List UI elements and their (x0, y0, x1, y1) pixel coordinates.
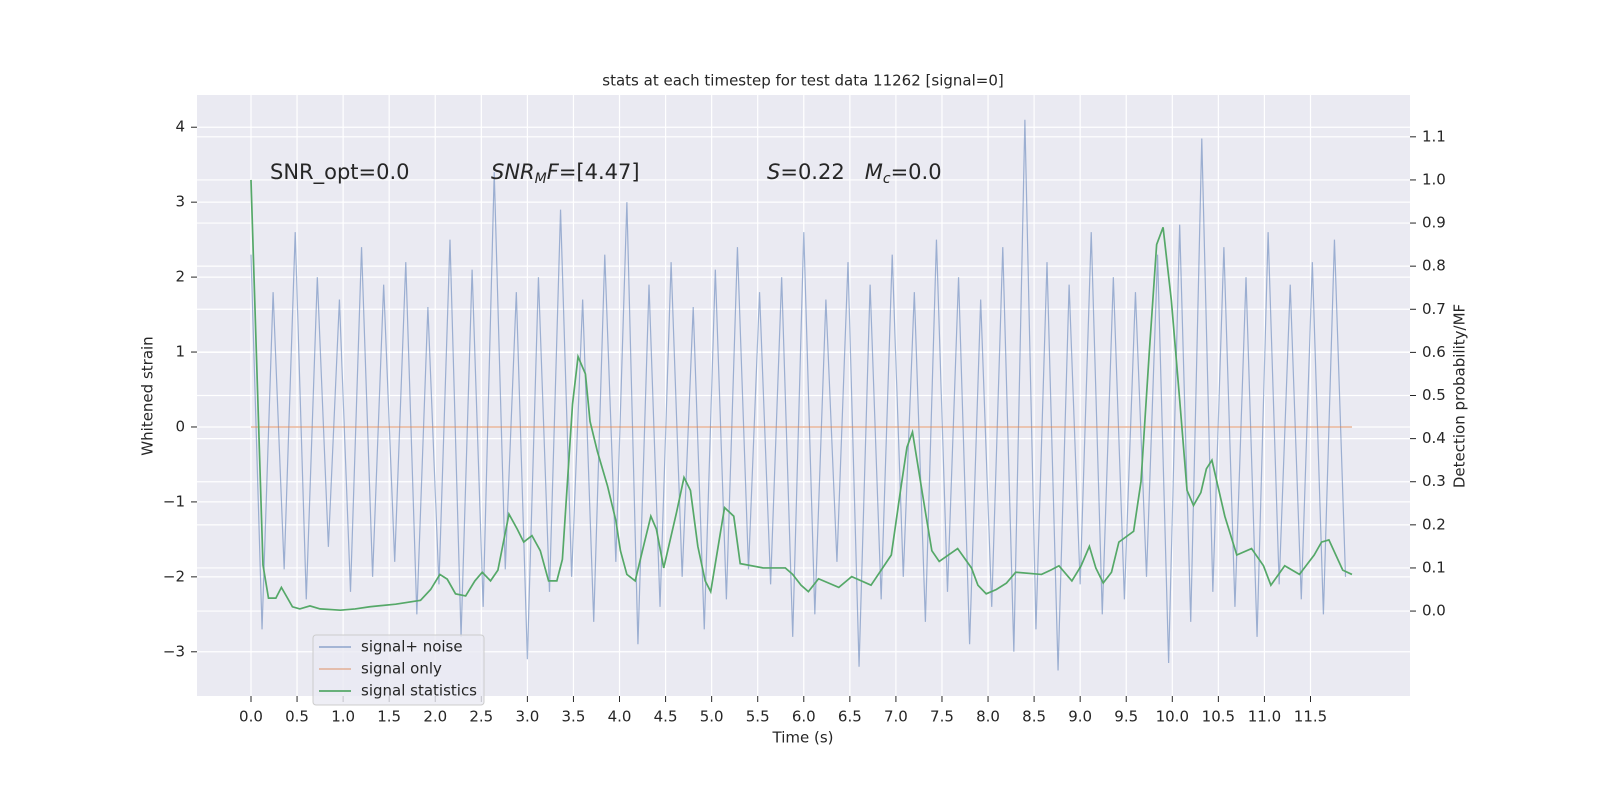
x-tick-label: 9.5 (1114, 708, 1138, 726)
y2-tick-label: 0.2 (1422, 515, 1446, 533)
y2-tick-label: 0.9 (1422, 214, 1446, 232)
y-tick-label: 2 (175, 268, 185, 286)
x-tick-label: 10.5 (1202, 708, 1235, 726)
chart-title: stats at each timestep for test data 112… (602, 72, 1003, 90)
grid (197, 95, 1410, 696)
y2-tick-label: 0.5 (1422, 386, 1446, 404)
annotation-part: F (547, 160, 560, 184)
legend: signal+ noise signal only signal statistic… (312, 634, 485, 706)
y-tick-label: −3 (163, 642, 185, 660)
annotation-part: SNR_opt=0.0 (270, 160, 410, 185)
y2-tick-label: 1.0 (1422, 170, 1446, 188)
y-tick-label: 3 (175, 193, 185, 211)
y-tick-label: −1 (163, 492, 185, 510)
x-tick-label: 8.5 (1022, 708, 1046, 726)
annotation-part: S (767, 160, 780, 184)
x-tick-label: 4.0 (608, 708, 632, 726)
y2-tick-label: 0.4 (1422, 429, 1446, 447)
y2-tick-label: 0.8 (1422, 257, 1446, 275)
legend-label: signal only (361, 660, 442, 678)
annotation: SNRMF=[4.47] (491, 160, 640, 187)
y2-tick-label: 0.1 (1422, 558, 1446, 576)
x-tick-label: 2.5 (469, 708, 493, 726)
x-tick-label: 0.5 (285, 708, 309, 726)
legend-label: signal+ noise (361, 638, 463, 656)
x-tick-label: 8.0 (976, 708, 1000, 726)
y-tick-label: 4 (175, 118, 185, 136)
x-tick-label: 3.5 (562, 708, 586, 726)
x-tick-label: 6.0 (792, 708, 816, 726)
x-tick-label: 6.5 (838, 708, 862, 726)
annotation: SNR_opt=0.0 (270, 160, 410, 185)
annotation-part: =[4.47] (559, 160, 640, 184)
y2-tick-label: 0.0 (1422, 602, 1446, 620)
annotation-part: c (883, 171, 891, 187)
y-axis-label: Whitened strain (139, 336, 157, 455)
x-tick-label: 7.0 (884, 708, 908, 726)
x-tick-label: 9.0 (1068, 708, 1092, 726)
x-tick-label: 11.5 (1294, 708, 1327, 726)
legend-label: signal statistics (361, 682, 477, 700)
annotation-part: =0.22 (780, 160, 864, 184)
annotation-part: M (535, 171, 547, 187)
x-tick-label: 1.0 (331, 708, 355, 726)
y2-tick-label: 1.1 (1422, 127, 1446, 145)
annotation-part: M (865, 160, 883, 184)
marks (250, 119, 1353, 671)
y-tick-label: 1 (175, 343, 185, 361)
x-tick-label: 7.5 (930, 708, 954, 726)
x-axis-label: Time (s) (772, 729, 834, 747)
y2-tick-label: 0.7 (1422, 300, 1446, 318)
x-tick-label: 10.0 (1156, 708, 1189, 726)
series-line (250, 119, 1347, 671)
x-tick-label: 11.0 (1248, 708, 1281, 726)
x-tick-label: 3.0 (515, 708, 539, 726)
legend-box (312, 634, 485, 706)
x-tick-label: 4.5 (654, 708, 678, 726)
series-line (250, 179, 1353, 612)
x-tick-label: 0.0 (239, 708, 263, 726)
y-tick-label: −2 (163, 567, 185, 585)
x-tick-label: 1.5 (377, 708, 401, 726)
annotation-part: SNR (491, 160, 535, 184)
y2-tick-label: 0.3 (1422, 472, 1446, 490)
y2-axis-label: Detection probability/MF (1451, 304, 1469, 488)
x-tick-label: 2.0 (423, 708, 447, 726)
annotation: S=0.22 Mc=0.0 (767, 160, 942, 187)
x-tick-label: 5.5 (746, 708, 770, 726)
y-tick-label: 0 (175, 417, 185, 435)
y2-tick-label: 0.6 (1422, 343, 1446, 361)
x-tick-label: 5.0 (700, 708, 724, 726)
annotation-part: =0.0 (891, 160, 942, 184)
